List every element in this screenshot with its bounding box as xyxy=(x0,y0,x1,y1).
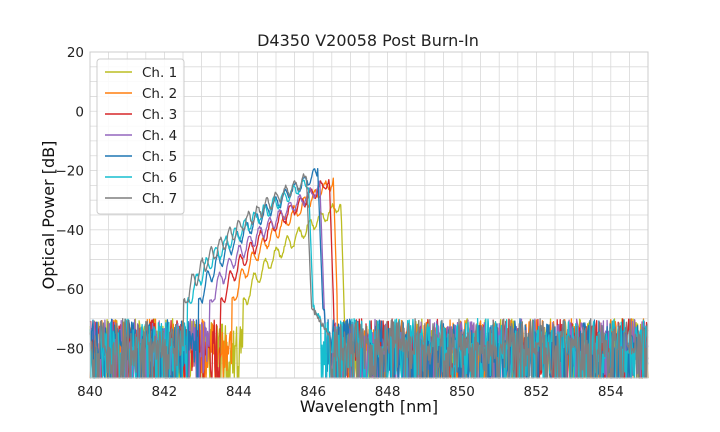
x-tick-label: 848 xyxy=(375,384,401,400)
x-tick-label: 842 xyxy=(152,384,178,400)
y-tick-label: 0 xyxy=(75,104,84,120)
legend-label: Ch. 6 xyxy=(142,170,177,186)
y-tick-label: −20 xyxy=(56,164,85,180)
legend-label: Ch. 5 xyxy=(142,149,177,165)
y-axis-title: Optical Power [dB] xyxy=(39,141,58,290)
series-line-7 xyxy=(89,173,649,379)
legend-label: Ch. 4 xyxy=(142,128,177,144)
plot-frame xyxy=(89,51,649,379)
x-tick-label: 844 xyxy=(226,384,252,400)
y-axis-ticks: −80 −60 −40 −20 0 20 xyxy=(56,45,85,357)
legend-label: Ch. 1 xyxy=(142,65,177,81)
legend-box xyxy=(96,58,185,215)
x-tick-label: 850 xyxy=(449,384,475,400)
x-tick-label: 840 xyxy=(77,384,103,400)
legend-label: Ch. 2 xyxy=(142,86,177,102)
y-tick-label: 20 xyxy=(67,45,84,61)
x-tick-label: 846 xyxy=(300,384,326,400)
chart-title: D4350 V20058 Post Burn-In xyxy=(257,31,479,50)
legend: Ch. 1 Ch. 2 Ch. 3 Ch. 4 Ch. 5 Ch. 6 Ch. 7 xyxy=(96,58,185,215)
y-tick-label: −40 xyxy=(56,223,85,239)
x-axis-title: Wavelength [nm] xyxy=(300,397,438,416)
x-axis-ticks: 840 842 844 846 848 850 852 854 xyxy=(77,384,624,400)
y-tick-label: −60 xyxy=(56,282,85,298)
x-tick-label: 854 xyxy=(598,384,624,400)
legend-label: Ch. 7 xyxy=(142,191,177,207)
y-tick-label: −80 xyxy=(56,341,85,357)
legend-label: Ch. 3 xyxy=(142,107,177,123)
x-tick-label: 852 xyxy=(524,384,550,400)
